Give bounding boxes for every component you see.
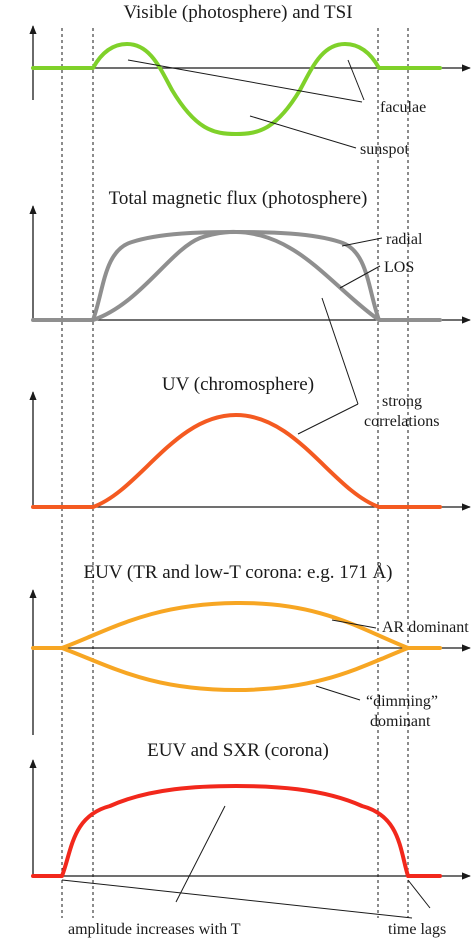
radial-label: radial: [386, 231, 423, 248]
panel-title-corona: EUV and SXR (corona): [147, 740, 329, 761]
dimming-label: “dimming”: [366, 693, 438, 710]
time-guides: [61, 28, 409, 918]
faculae-leader-2: [347, 59, 365, 101]
ar-dominant-leader: [331, 619, 377, 629]
corona-emission-curve: [31, 784, 442, 878]
visible-irradiance-curve: [31, 42, 442, 136]
los-leader: [339, 265, 381, 289]
los-label: LOS: [384, 259, 414, 276]
time-lags-leader-2: [407, 879, 431, 909]
panel-corona: EUV and SXR (corona) amplitude increases…: [29, 740, 471, 938]
faculae-leader-1: [127, 59, 363, 103]
strong-correlations-leader-1: [321, 297, 359, 405]
dimming-leader: [315, 685, 361, 701]
amplitude-leader: [175, 805, 226, 903]
sunspot-label: sunspot: [360, 141, 409, 158]
strong-correlations-leader-2: [297, 403, 359, 435]
amplitude-label: amplitude increases with T: [68, 921, 241, 938]
faculae-label: faculae: [380, 99, 426, 116]
los-flux-curve: [91, 229, 381, 322]
time-lags-label: time lags: [388, 921, 446, 938]
ar-dominant-label: AR dominant: [382, 619, 469, 636]
panel-title-magnetic: Total magnetic flux (photosphere): [109, 188, 368, 209]
dimming-dominant-label: dominant: [370, 713, 431, 730]
panel-visible: Visible (photosphere) and TSI faculae su…: [29, 2, 471, 158]
dimming-dominant-curve: [60, 646, 410, 692]
uv-irradiance-curve: [31, 413, 442, 509]
panel-magnetic-flux: Total magnetic flux (photosphere) radial…: [29, 188, 471, 324]
strong-label: strong: [382, 393, 422, 410]
panel-title-euv: EUV (TR and low-T corona: e.g. 171 Å): [83, 562, 392, 583]
panel-title-uv: UV (chromosphere): [162, 374, 314, 395]
radial-leader: [341, 237, 383, 247]
time-lags-leader-1: [61, 879, 413, 919]
panel-title-visible: Visible (photosphere) and TSI: [123, 2, 352, 23]
panel-euv-low-t: EUV (TR and low-T corona: e.g. 171 Å) AR…: [29, 562, 471, 735]
radial-flux-curve: [31, 230, 442, 322]
panel-uv: UV (chromosphere) strong correlations: [29, 297, 471, 511]
sunspot-leader: [249, 115, 357, 149]
ar-dominant-curve: [31, 600, 442, 650]
correlations-label: correlations: [364, 413, 440, 430]
